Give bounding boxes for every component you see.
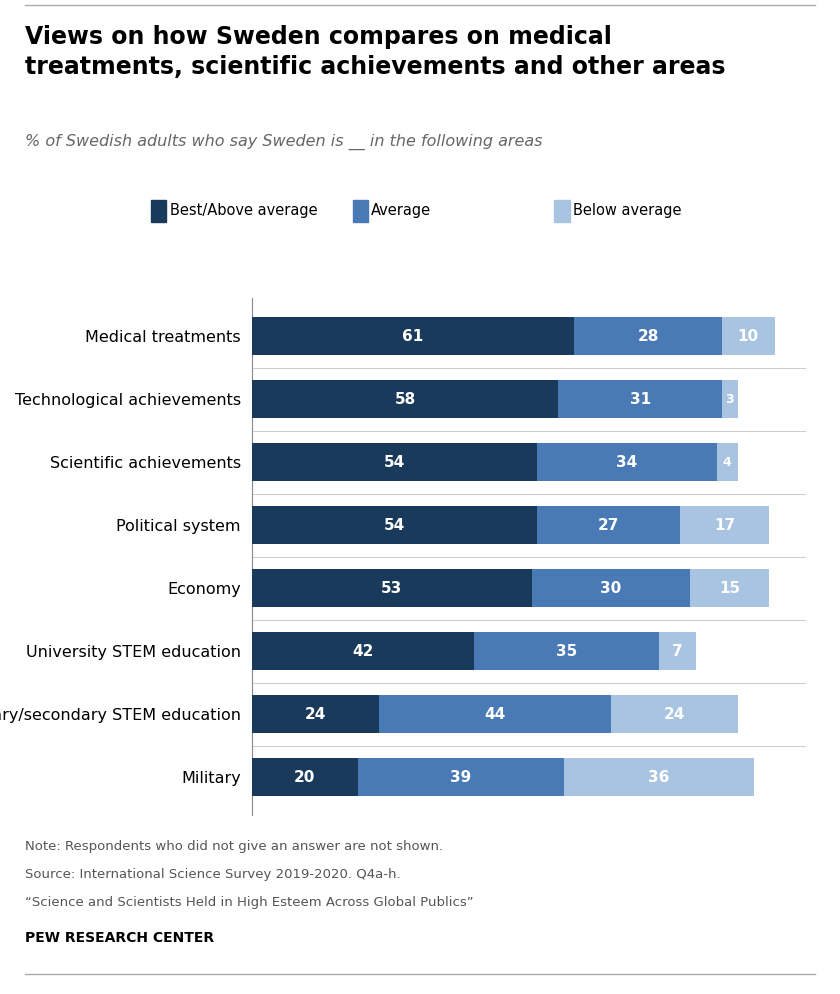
- Bar: [252, 696, 379, 734]
- Bar: [252, 380, 559, 417]
- Text: 39: 39: [450, 769, 471, 784]
- Text: 24: 24: [664, 707, 685, 722]
- Bar: [537, 506, 680, 544]
- Bar: [717, 443, 738, 481]
- Text: Best/Above average: Best/Above average: [170, 203, 318, 219]
- Text: 31: 31: [629, 392, 651, 407]
- Bar: [680, 506, 769, 544]
- Text: 58: 58: [395, 392, 416, 407]
- Bar: [252, 443, 537, 481]
- Bar: [532, 570, 690, 607]
- Bar: [252, 758, 358, 796]
- Text: 36: 36: [648, 769, 669, 784]
- Text: 17: 17: [714, 518, 735, 533]
- Text: 10: 10: [738, 329, 759, 344]
- Bar: [559, 380, 722, 417]
- Text: 54: 54: [384, 518, 405, 533]
- Bar: [659, 632, 696, 670]
- Text: 28: 28: [638, 329, 659, 344]
- Text: 42: 42: [352, 644, 374, 659]
- Bar: [474, 632, 659, 670]
- Bar: [252, 632, 474, 670]
- Text: “Science and Scientists Held in High Esteem Across Global Publics”: “Science and Scientists Held in High Est…: [25, 896, 474, 909]
- Text: Note: Respondents who did not give an answer are not shown.: Note: Respondents who did not give an an…: [25, 840, 444, 853]
- Text: 53: 53: [381, 580, 402, 595]
- Bar: [690, 570, 769, 607]
- Bar: [564, 758, 753, 796]
- Text: % of Swedish adults who say Sweden is __ in the following areas: % of Swedish adults who say Sweden is __…: [25, 134, 543, 150]
- Text: Below average: Below average: [573, 203, 681, 219]
- Bar: [252, 317, 574, 355]
- Text: 61: 61: [402, 329, 423, 344]
- Bar: [358, 758, 564, 796]
- Text: 15: 15: [719, 580, 740, 595]
- Bar: [252, 570, 532, 607]
- Text: Views on how Sweden compares on medical
treatments, scientific achievements and : Views on how Sweden compares on medical …: [25, 25, 726, 79]
- Text: 30: 30: [601, 580, 622, 595]
- Text: Average: Average: [371, 203, 432, 219]
- Text: 3: 3: [726, 393, 734, 406]
- Bar: [722, 380, 738, 417]
- Text: 35: 35: [555, 644, 577, 659]
- Bar: [379, 696, 611, 734]
- Text: 7: 7: [672, 644, 682, 659]
- Text: PEW RESEARCH CENTER: PEW RESEARCH CENTER: [25, 931, 214, 945]
- Text: 54: 54: [384, 454, 405, 469]
- Text: Source: International Science Survey 2019-2020. Q4a-h.: Source: International Science Survey 201…: [25, 868, 401, 881]
- Bar: [537, 443, 717, 481]
- Bar: [611, 696, 738, 734]
- Bar: [722, 317, 774, 355]
- Text: 27: 27: [598, 518, 619, 533]
- Bar: [252, 506, 537, 544]
- Text: 34: 34: [617, 454, 638, 469]
- Bar: [574, 317, 722, 355]
- Text: 24: 24: [305, 707, 326, 722]
- Text: 44: 44: [484, 707, 506, 722]
- Text: 20: 20: [294, 769, 316, 784]
- Text: 4: 4: [723, 455, 732, 468]
